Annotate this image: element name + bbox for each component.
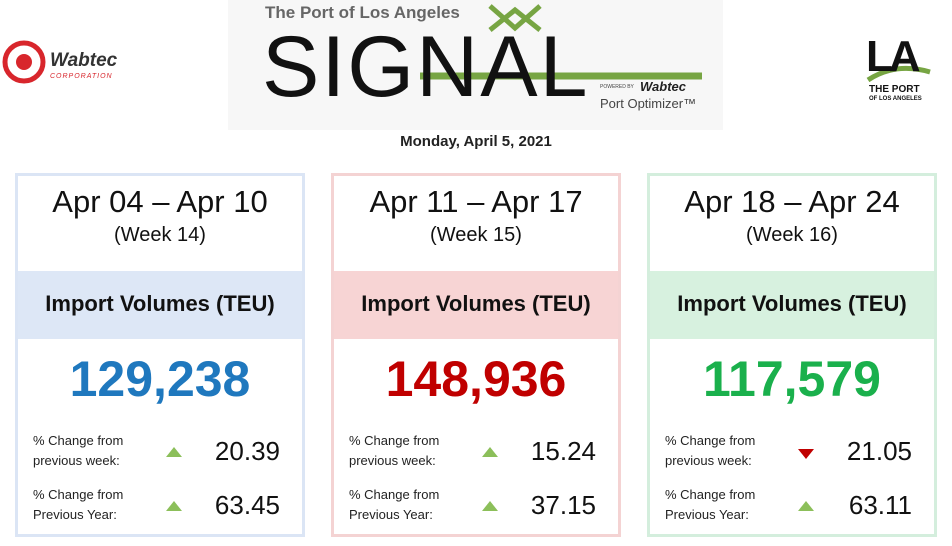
change-label: Previous Year: <box>33 507 117 522</box>
volume: 148,936 <box>385 351 567 407</box>
change-label: % Change from <box>665 433 756 448</box>
date-range: Apr 18 – Apr 24 <box>684 184 900 219</box>
wabtec-small: Wabtec <box>640 79 686 94</box>
port-optimizer: Port Optimizer™ <box>600 96 697 111</box>
metric-band <box>18 271 302 339</box>
la-line1: THE PORT <box>869 84 920 95</box>
port-line: The Port of Los Angeles <box>265 3 460 22</box>
week-card: Apr 18 – Apr 24 (Week 16) Import Volumes (… <box>647 173 937 537</box>
change-value: 21.05 <box>846 436 912 466</box>
change-value: 20.39 <box>214 436 280 466</box>
change-label: Previous Year: <box>665 507 749 522</box>
wabtec-icon-core <box>16 54 32 70</box>
week-number: (Week 14) <box>114 224 206 246</box>
date: Monday, April 5, 2021 <box>400 133 552 150</box>
change-value: 63.45 <box>214 490 280 520</box>
wabtec-name: Wabtec <box>50 50 118 71</box>
week-number: (Week 16) <box>746 224 838 246</box>
wabtec-sub: CORPORATION <box>50 73 113 80</box>
change-label: previous week: <box>33 453 120 468</box>
header-graphics <box>2 0 931 130</box>
wabtec-icon <box>2 40 46 84</box>
metric-title: Import Volumes (TEU) <box>361 291 591 316</box>
change-label: % Change from <box>33 487 124 502</box>
la-line2: OF LOS ANGELES <box>869 96 922 102</box>
metric-band <box>334 271 618 339</box>
change-label: previous week: <box>665 453 752 468</box>
change-value: 63.11 <box>848 490 912 520</box>
change-label: % Change from <box>665 487 756 502</box>
week-card: Apr 11 – Apr 17 (Week 15) Import Volumes (… <box>331 173 621 537</box>
change-arrow <box>166 501 182 511</box>
week-card: Apr 04 – Apr 10 (Week 14) Import Volumes (… <box>15 173 305 537</box>
signal-backdrop <box>228 0 723 130</box>
change-label: % Change from <box>349 433 440 448</box>
change-arrow <box>798 501 814 511</box>
change-label: previous week: <box>349 453 436 468</box>
change-arrow <box>166 447 182 457</box>
change-label: % Change from <box>33 433 124 448</box>
change-value: 37.15 <box>530 490 596 520</box>
volume: 117,579 <box>703 351 881 407</box>
date-range: Apr 11 – Apr 17 <box>369 184 583 219</box>
change-arrow <box>482 447 498 457</box>
change-arrow <box>482 501 498 511</box>
signal-wordmark: SIGNAL <box>262 19 590 115</box>
change-label: % Change from <box>349 487 440 502</box>
powered-by: POWERED BY <box>600 84 634 90</box>
volume: 129,238 <box>69 351 251 407</box>
metric-title: Import Volumes (TEU) <box>45 291 275 316</box>
la-mark: LA <box>866 32 921 81</box>
change-arrow <box>798 449 814 459</box>
signal-x <box>488 4 542 32</box>
la-swoosh <box>866 65 931 83</box>
change-value: 15.24 <box>530 436 596 466</box>
change-label: Previous Year: <box>349 507 433 522</box>
metric-title: Import Volumes (TEU) <box>677 291 907 316</box>
date-range: Apr 04 – Apr 10 <box>52 184 268 219</box>
week-number: (Week 15) <box>430 224 522 246</box>
metric-band <box>650 271 934 339</box>
